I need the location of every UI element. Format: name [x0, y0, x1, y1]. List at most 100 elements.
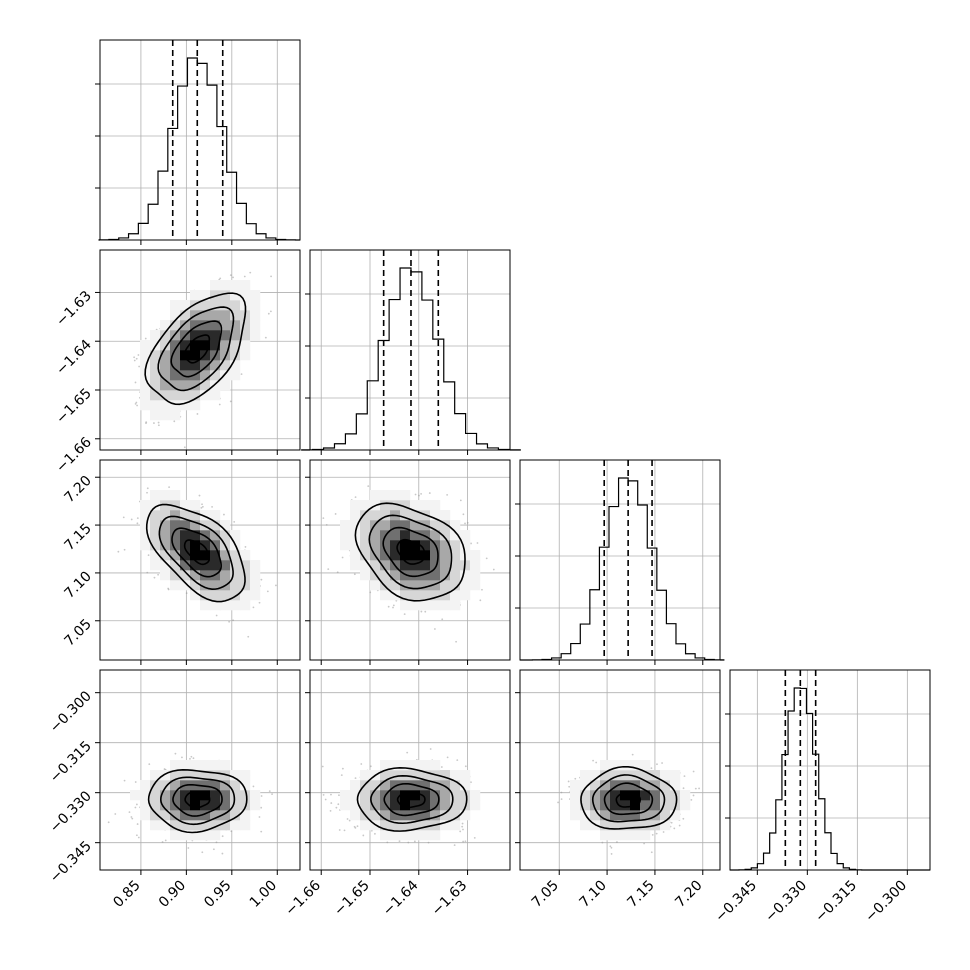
density-cell [380, 570, 391, 581]
density-cell [210, 370, 221, 381]
density-cell [190, 340, 201, 351]
histogram-panel-p2 [515, 459, 725, 665]
sample-point [441, 618, 444, 621]
density-cell [440, 600, 451, 611]
density-cell [470, 570, 481, 581]
sample-point [354, 777, 357, 780]
density-cell [160, 400, 171, 411]
sample-point [134, 403, 137, 405]
density-cell [400, 600, 411, 611]
density-cell [210, 330, 221, 341]
density-cell [240, 820, 251, 831]
density-cell [370, 530, 381, 541]
density-cell [210, 810, 221, 821]
density-cell [230, 770, 241, 781]
sample-point [134, 381, 137, 384]
sample-point [322, 517, 325, 520]
density-cell [170, 760, 181, 771]
density-cell [160, 780, 171, 791]
density-cell [170, 820, 181, 831]
sample-point [123, 779, 126, 782]
density-cell [380, 500, 391, 511]
sample-point [201, 503, 203, 506]
sample-point [107, 821, 110, 824]
density-cell [210, 290, 221, 301]
density-cell [180, 390, 191, 401]
density-cell [200, 770, 211, 781]
density-cell [250, 290, 261, 301]
sample-point [336, 571, 339, 574]
density-cell [140, 790, 151, 801]
density-cell [240, 790, 251, 801]
sample-point [260, 830, 263, 833]
sample-point [229, 400, 232, 403]
density-cell [230, 350, 241, 361]
density-cell [190, 550, 201, 561]
density-cell [160, 380, 171, 391]
density-cell [160, 330, 171, 341]
density-cell [180, 800, 191, 811]
density-cell [400, 540, 411, 551]
density-cell [430, 550, 441, 561]
density-cell [160, 570, 171, 581]
density-cell [150, 520, 161, 531]
sample-point [249, 271, 252, 274]
density-cell [200, 380, 211, 391]
density-cell [440, 580, 451, 591]
density-cell [220, 790, 231, 801]
density-cell [140, 360, 151, 371]
density-cell [190, 760, 201, 771]
sample-point [137, 354, 140, 356]
density-cell [250, 800, 261, 811]
sample-point [146, 487, 149, 490]
density-cell [180, 520, 191, 531]
sample-point [173, 420, 176, 423]
sample-point [266, 590, 269, 593]
density-cell [210, 390, 221, 401]
sample-point [223, 513, 225, 516]
density-cell [160, 790, 171, 801]
density-cell [150, 820, 161, 831]
density-cell [210, 320, 221, 331]
density-cell [230, 580, 241, 591]
density-cell [380, 590, 391, 601]
density-cell [190, 770, 201, 781]
density-cell [230, 590, 241, 601]
density-cell [400, 510, 411, 521]
sample-point [354, 496, 357, 498]
density-cell [440, 560, 451, 571]
density-cell [170, 300, 181, 311]
density-cell [150, 810, 161, 821]
density-cell [410, 510, 421, 521]
contour-line [144, 292, 247, 406]
density-cell [180, 500, 191, 511]
sample-point [134, 781, 137, 783]
sample-point [446, 756, 449, 759]
density-cell [450, 590, 461, 601]
sample-point [130, 816, 133, 818]
density-cell [190, 380, 201, 391]
density-content [107, 752, 273, 855]
sample-point [466, 521, 469, 524]
density-cell [180, 370, 191, 381]
density-cell [400, 520, 411, 531]
sample-point [327, 568, 330, 571]
contour-line [145, 503, 246, 603]
contour-line [171, 527, 222, 578]
density-cell [450, 560, 461, 571]
density-cell [210, 770, 221, 781]
density-cell [250, 320, 261, 331]
density-cell [160, 800, 171, 811]
sample-point [221, 835, 224, 838]
sample-point [386, 841, 389, 844]
density-cell [160, 560, 171, 571]
sample-point [137, 836, 140, 839]
density-cell [220, 310, 231, 321]
density-cell [170, 560, 181, 571]
density-cell [140, 780, 151, 791]
density-cell [350, 560, 361, 571]
histogram-panel-p1 [301, 249, 521, 455]
sample-point [461, 825, 464, 828]
density-cell [200, 390, 211, 401]
sample-point [190, 755, 193, 758]
